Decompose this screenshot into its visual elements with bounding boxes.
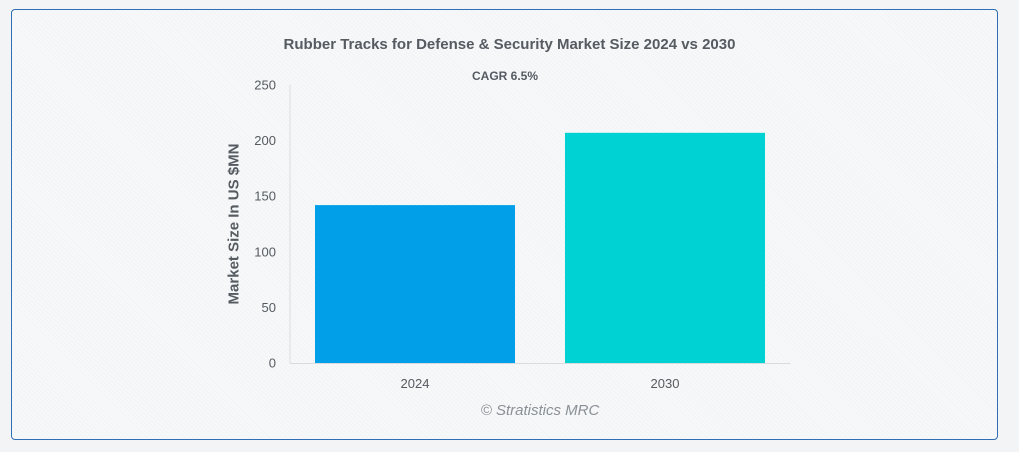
watermark: © Stratistics MRC <box>480 402 600 419</box>
y-tick-label: 0 <box>269 356 276 371</box>
y-tick-label: 100 <box>254 244 276 259</box>
x-tick-label: 2024 <box>401 376 430 391</box>
y-tick-label: 200 <box>254 133 276 148</box>
y-tick-label: 150 <box>254 189 276 204</box>
chart-subtitle: CAGR 6.5% <box>471 69 539 83</box>
y-tick-label: 50 <box>262 300 276 315</box>
chart-title: Rubber Tracks for Defense & Security Mar… <box>283 36 736 53</box>
y-tick-label: 250 <box>254 78 276 93</box>
x-tick-label: 2030 <box>651 376 680 391</box>
bar <box>565 132 765 363</box>
bar <box>315 205 515 363</box>
